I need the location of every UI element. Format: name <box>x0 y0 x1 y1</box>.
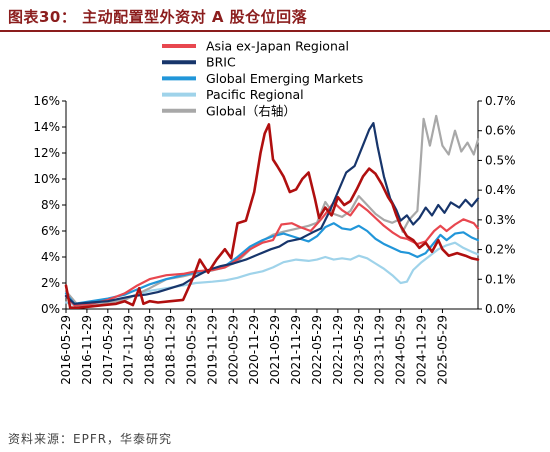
right-tick-label: 0.6% <box>485 124 516 138</box>
x-tick-label: 2021-11-29 <box>289 315 303 385</box>
x-tick-label: 2017-11-29 <box>122 315 136 385</box>
x-tick-label: 2024-11-29 <box>415 315 429 385</box>
series-line <box>64 122 480 305</box>
source-note: 资料来源：EPFR，华泰研究 <box>8 432 173 446</box>
left-tick-label: 14% <box>33 120 60 134</box>
right-tick-label: 0.3% <box>485 213 516 227</box>
left-tick-label: 16% <box>33 94 60 108</box>
left-tick-label: 2% <box>41 276 60 290</box>
left-tick-label: 6% <box>41 224 60 238</box>
right-tick-label: 0.7% <box>485 94 516 108</box>
legend-label: Global（右轴） <box>206 103 296 118</box>
x-tick-label: 2022-05-29 <box>310 315 324 385</box>
series-line <box>64 123 480 309</box>
left-tick-label: 8% <box>41 198 60 212</box>
legend-label: BRIC <box>206 55 236 70</box>
x-tick-label: 2022-11-29 <box>331 315 345 385</box>
right-tick-label: 0.4% <box>485 183 516 197</box>
right-tick-label: 0.1% <box>485 272 516 286</box>
x-tick-label: 2021-05-29 <box>268 315 282 385</box>
left-tick-label: 0% <box>41 302 60 316</box>
legend-label: Asia ex-Japan Regional <box>206 39 349 54</box>
left-tick-label: 12% <box>33 146 60 160</box>
left-tick-label: 4% <box>41 250 60 264</box>
legend-label: Global Emerging Markets <box>206 71 363 86</box>
right-tick-label: 0.5% <box>485 153 516 167</box>
legend-label: Pacific Regional <box>206 87 304 102</box>
x-tick-label: 2023-05-29 <box>352 315 366 385</box>
x-tick-label: 2020-05-29 <box>226 315 240 385</box>
x-tick-label: 2016-11-29 <box>80 315 94 385</box>
right-tick-label: 0.2% <box>485 243 516 257</box>
x-tick-label: 2018-11-29 <box>164 315 178 385</box>
x-tick-label: 2019-05-29 <box>184 315 198 385</box>
title-rule <box>0 30 550 32</box>
x-tick-label: 2018-05-29 <box>143 315 157 385</box>
series-line <box>64 241 480 308</box>
x-tick-label: 2020-11-29 <box>247 315 261 385</box>
page-title: 图表30： 主动配置型外资对 A 股仓位回落 <box>8 8 308 26</box>
x-tick-label: 2023-11-29 <box>373 315 387 385</box>
right-tick-label: 0.0% <box>485 302 516 316</box>
left-tick-label: 10% <box>33 172 60 186</box>
x-tick-label: 2024-05-29 <box>394 315 408 385</box>
series-line <box>64 201 480 307</box>
x-tick-label: 2017-05-29 <box>101 315 115 385</box>
x-tick-label: 2016-05-29 <box>59 315 73 385</box>
x-tick-label: 2019-11-29 <box>205 315 219 385</box>
x-tick-label: 2025-05-29 <box>435 315 449 385</box>
